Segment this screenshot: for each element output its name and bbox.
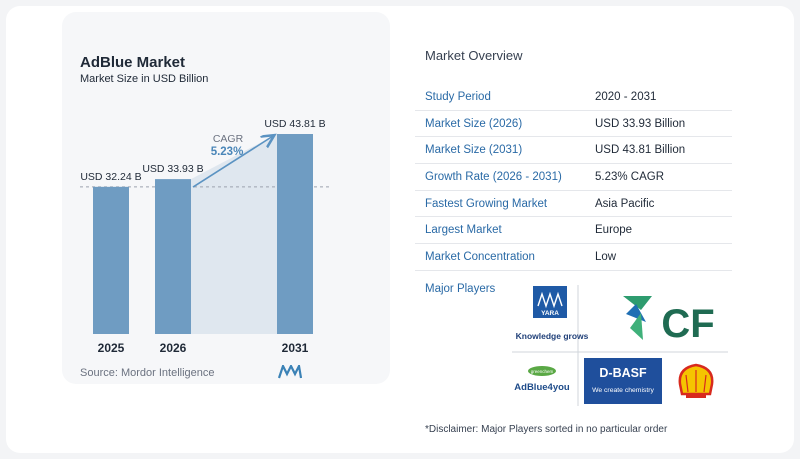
svg-text:AdBlue4you: AdBlue4you xyxy=(514,382,570,393)
overview-value: Europe xyxy=(595,224,633,237)
x-tick-label: 2026 xyxy=(160,341,187,355)
overview-value: USD 43.81 Billion xyxy=(595,144,686,157)
shell-pecten-icon xyxy=(678,363,714,398)
overview-row: Fastest Growing Market Asia Pacific xyxy=(415,191,732,218)
overview-label: Fastest Growing Market xyxy=(425,197,548,210)
overview-label: Study Period xyxy=(425,90,491,103)
basf-logo: D-BASF We create chemistry xyxy=(584,358,662,404)
bar-2026 xyxy=(155,179,191,334)
overview-label: Growth Rate (2026 - 2031) xyxy=(425,170,562,183)
svg-text:We create chemistry: We create chemistry xyxy=(592,387,654,394)
market-overview-title: Market Overview xyxy=(425,48,523,63)
data-label: USD 33.93 B xyxy=(142,163,203,175)
svg-text:YARA: YARA xyxy=(541,310,559,317)
market-overview-table: Study Period 2020 - 2031 Market Size (2026… xyxy=(415,84,732,271)
cagr-arrow xyxy=(192,136,273,188)
x-tick-label: 2025 xyxy=(98,341,125,355)
overview-row: Growth Rate (2026 - 2031) 5.23% CAGR xyxy=(415,164,732,191)
major-players-logos: YARA Knowledge grows CF greenchem AdBlue… xyxy=(512,285,728,406)
overview-label: Market Concentration xyxy=(425,250,535,263)
bar-2031 xyxy=(277,134,313,334)
overview-value: Low xyxy=(595,250,617,263)
growth-area xyxy=(191,134,277,334)
overview-row: Market Size (2031) USD 43.81 Billion xyxy=(415,137,732,165)
mordor-logo-icon xyxy=(278,365,302,379)
data-label: USD 32.24 B xyxy=(80,171,141,183)
adblue4you-logo: greenchem AdBlue4you xyxy=(514,366,570,393)
cagr-label: CAGR xyxy=(213,133,244,145)
chart-title: AdBlue Market xyxy=(80,54,186,71)
overview-label: Market Size (2026) xyxy=(425,117,523,130)
cf-industries-logo: CF xyxy=(623,296,715,346)
overview-row: Largest Market Europe xyxy=(415,217,732,245)
source-note: Source: Mordor Intelligence xyxy=(80,367,215,379)
bar-2025 xyxy=(93,186,129,334)
disclaimer: *Disclaimer: Major Players sorted in no … xyxy=(425,424,668,435)
overview-label: Market Size (2031) xyxy=(425,144,523,157)
chart-subtitle: Market Size in USD Billion xyxy=(80,73,209,85)
overview-value: USD 33.93 Billion xyxy=(595,117,686,130)
overview-row: Market Concentration Low xyxy=(415,244,732,271)
overview-row: Study Period 2020 - 2031 xyxy=(415,84,732,111)
svg-text:Knowledge grows: Knowledge grows xyxy=(516,331,589,341)
cagr-value: 5.23% xyxy=(211,146,244,158)
overview-row: Market Size (2026) USD 33.93 Billion xyxy=(415,111,732,138)
overview-value: 2020 - 2031 xyxy=(595,90,657,103)
overview-value: Asia Pacific xyxy=(595,197,655,210)
data-label: USD 43.81 B xyxy=(264,118,325,130)
svg-text:greenchem: greenchem xyxy=(531,369,554,374)
svg-text:CF: CF xyxy=(661,302,714,346)
overview-value: 5.23% CAGR xyxy=(595,170,665,183)
svg-text:D-BASF: D-BASF xyxy=(599,366,647,380)
major-players-label: Major Players xyxy=(425,283,496,295)
yara-logo: YARA Knowledge grows xyxy=(516,286,589,341)
x-tick-label: 2031 xyxy=(282,341,309,355)
overview-label: Largest Market xyxy=(425,224,502,237)
